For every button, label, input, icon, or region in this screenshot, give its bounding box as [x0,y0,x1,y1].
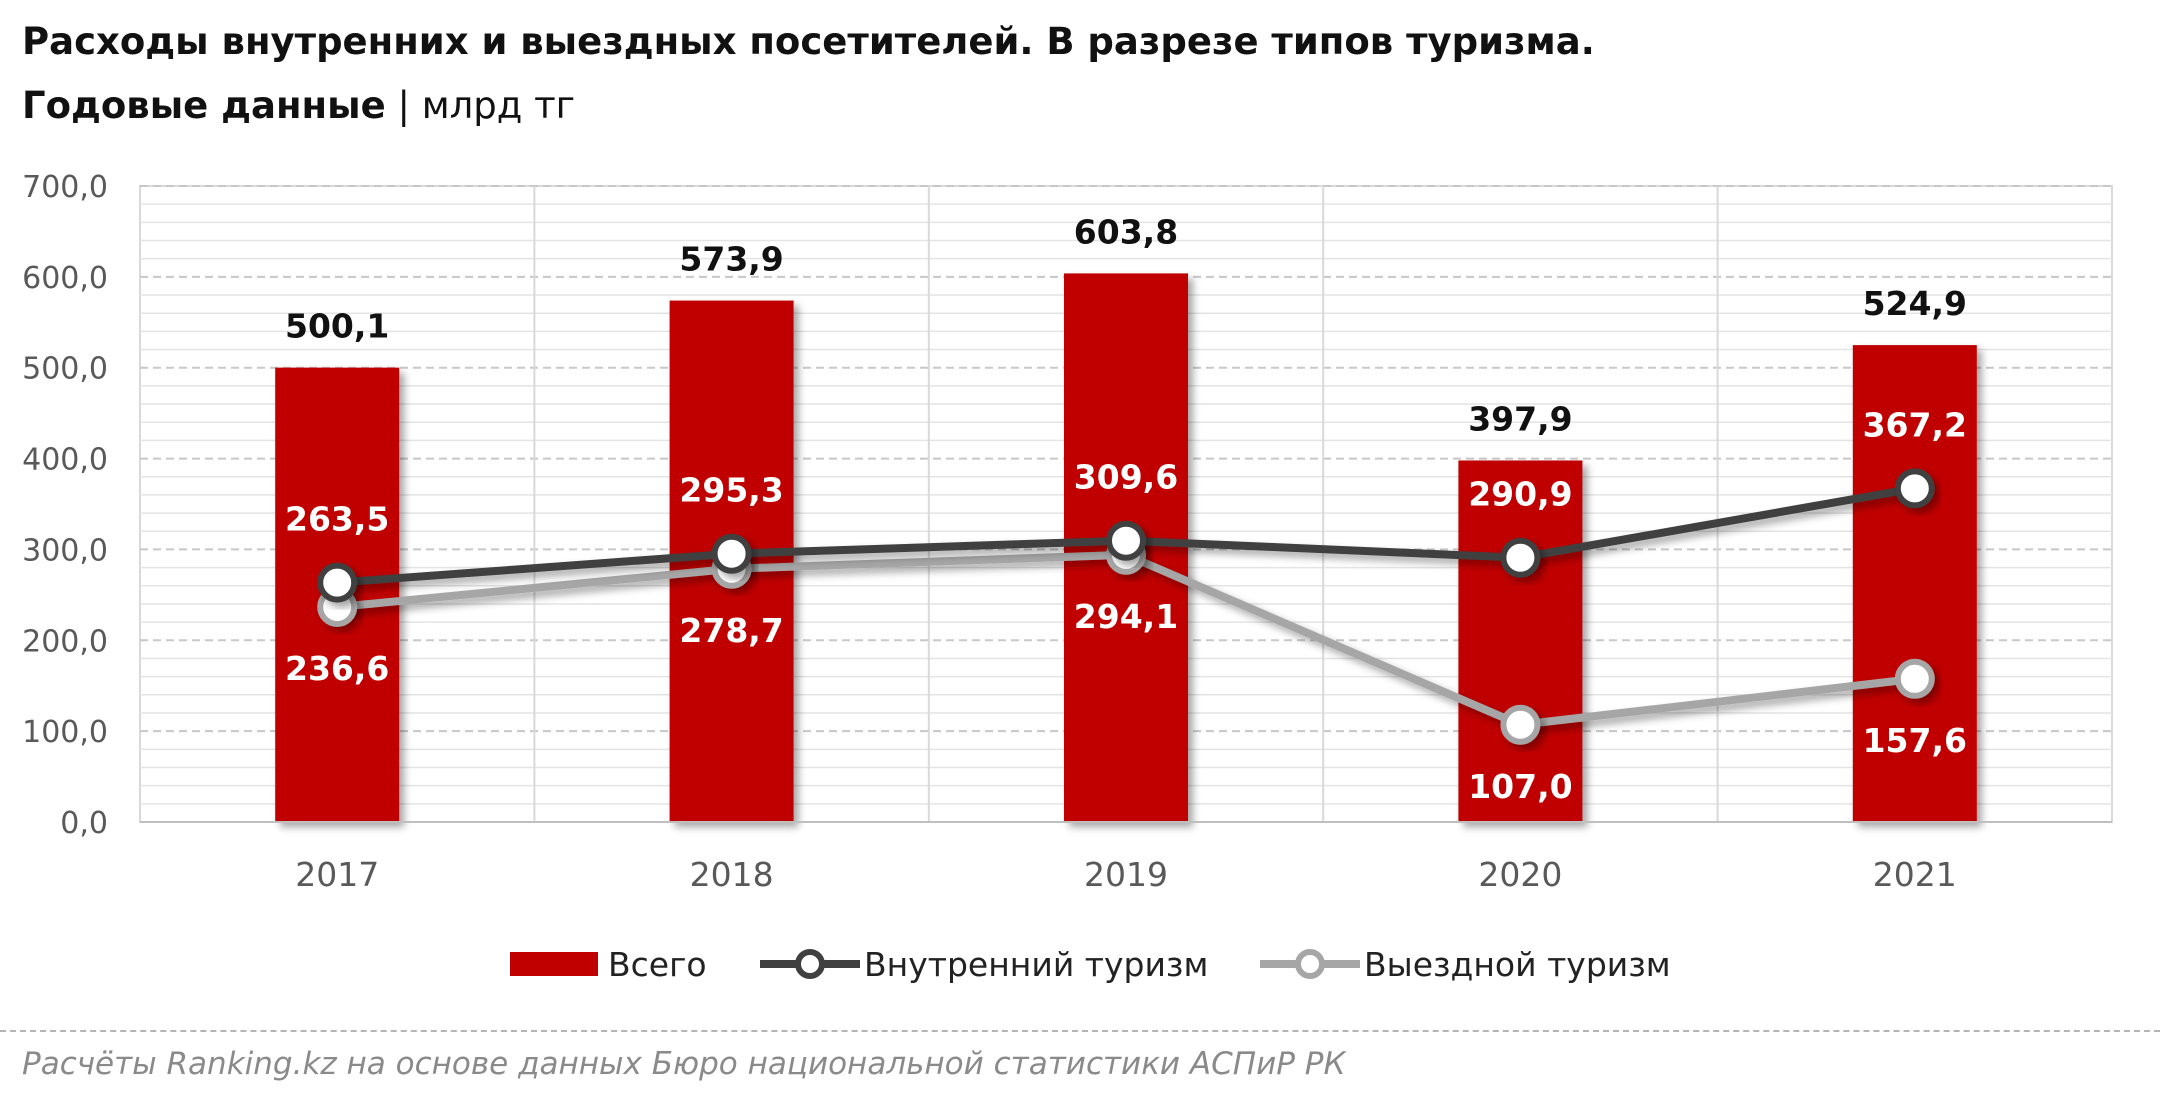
y-tick-label: 700,0 [22,170,108,205]
legend-label: Всего [608,945,707,984]
y-tick-label: 400,0 [22,443,108,478]
bar-value-label: 500,1 [285,307,389,346]
bar-value-label: 524,9 [1863,284,1967,323]
chart-svg: 500,1 573,9 603,8 397,9 524,9 263,5 295,3 309,6… [22,170,2113,984]
legend-label: Внутренний туризм [864,945,1208,984]
y-tick-label: 600,0 [22,261,108,296]
x-tick-label: 2018 [690,855,774,894]
title-unit: млрд тг [421,84,576,127]
chart-title: Расходы внутренних и выездных посетителе… [22,10,1595,138]
domestic-value-label: 263,5 [285,500,389,539]
bar [1852,345,1977,822]
y-tick-label: 300,0 [22,533,108,568]
data-labels: 500,1 573,9 603,8 397,9 524,9 263,5 295,3 309,6… [285,212,1967,805]
x-tick-label: 2017 [295,855,379,894]
legend[interactable]: Всего Внутренний туризм Выездной туризм [510,945,1671,984]
line-point [317,562,358,603]
y-tick-label: 100,0 [22,715,108,750]
lines [317,468,1935,745]
outbound-value-label: 278,7 [679,611,783,650]
bar-value-label: 573,9 [679,240,783,279]
y-tick-label: 500,0 [22,352,108,387]
legend-swatch-bar [510,952,598,976]
title-line-1: Расходы внутренних и выездных посетителе… [22,20,1595,63]
line-point [1500,704,1541,745]
title-line-2: Годовые данные | млрд тг [22,74,1595,138]
bar-value-label: 397,9 [1468,399,1572,438]
title-subtitle: Годовые данные [22,84,386,127]
source-note: Расчёты Ranking.kz на основе данных Бюро… [22,1046,1346,1082]
outbound-value-label: 157,6 [1863,721,1967,760]
title-separator: | [385,84,422,127]
bar [1458,460,1583,822]
line-point [1106,520,1146,561]
bar-value-label: 603,8 [1074,212,1178,251]
line-point [1894,468,1935,509]
domestic-value-label: 309,6 [1074,458,1178,497]
outbound-value-label: 107,0 [1468,767,1572,806]
footer-divider [0,1030,2160,1032]
outbound-value-label: 294,1 [1074,597,1178,636]
line-point [1500,537,1541,578]
legend-swatch-marker [795,949,825,979]
line-point [1894,658,1935,699]
y-tick-label: 0,0 [60,806,108,841]
x-tick-label: 2019 [1084,855,1168,894]
x-tick-label: 2021 [1873,855,1957,894]
x-tick-label: 2020 [1478,855,1562,894]
domestic-value-label: 367,2 [1863,405,1967,444]
domestic-value-label: 295,3 [679,471,783,510]
axes: 0,0 100,0 200,0 300,0 400,0 500,0 600,0 700,0 20… [22,170,2112,894]
line-point [711,533,752,574]
outbound-value-label: 236,6 [285,649,389,688]
domestic-value-label: 290,9 [1468,475,1572,514]
y-tick-label: 200,0 [22,624,108,659]
legend-label: Выездной туризм [1364,945,1671,984]
legend-swatch-marker [1295,949,1325,979]
